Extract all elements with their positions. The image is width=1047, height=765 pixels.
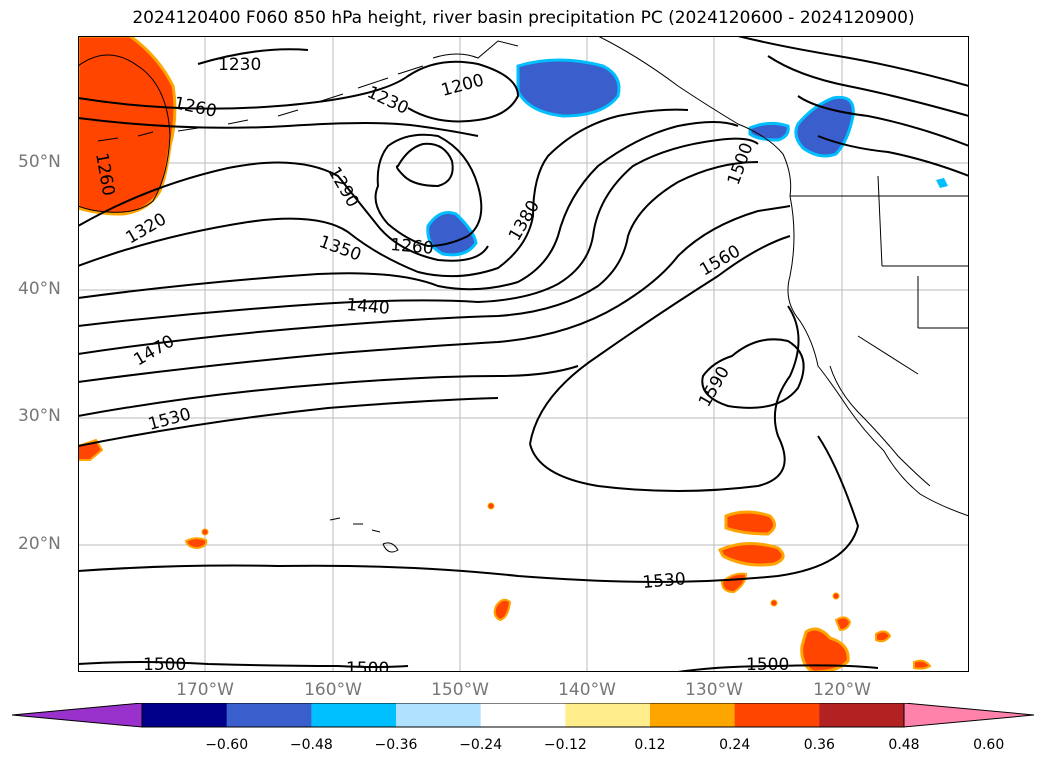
negative-anomaly-bc-1 [748, 121, 790, 142]
coastlines [78, 36, 969, 553]
contour-label: 1230 [364, 82, 412, 118]
positive-anomaly-east-2 [717, 542, 785, 567]
positive-anomaly-east-4 [800, 627, 850, 672]
lat-label: 20°N [18, 534, 61, 554]
colorbar-extension-low [12, 703, 142, 727]
negative-anomaly-bc-2 [794, 95, 855, 158]
map-frame [78, 36, 969, 672]
lon-label: 130°W [685, 680, 743, 700]
map-title: 2024120400 F060 850 hPa height, river ba… [132, 8, 915, 28]
colorbar-segments [12, 703, 1034, 727]
map-panel: 1230 1260 1230 1200 1260 1290 1320 1350 … [78, 36, 969, 672]
colorbar-segment [142, 703, 228, 727]
lon-label: 170°W [176, 680, 234, 700]
colorbar-segment [819, 703, 905, 727]
colorbar-extension-high [904, 703, 1034, 727]
colorbar-tick-label: −0.60 [205, 737, 249, 753]
colorbar-segment [734, 703, 820, 727]
positive-anomaly-east-1 [724, 510, 776, 536]
colorbar-segment [226, 703, 312, 727]
contour-label: 1290 [324, 164, 363, 211]
contour-label: 1380 [505, 197, 544, 244]
colorbar-tick-label: 0.36 [803, 737, 835, 753]
contour-label: 1200 [439, 70, 486, 101]
positive-anomaly-east-7 [913, 659, 932, 670]
positive-anomaly-dot-2 [201, 528, 209, 536]
contour-label: 1590 [695, 363, 734, 410]
negative-anomaly-low [426, 211, 478, 257]
lat-label: 50°N [18, 152, 61, 172]
positive-anomaly-hawaii [184, 537, 208, 550]
lat-label: 30°N [18, 406, 61, 426]
colorbar-segment [480, 703, 566, 727]
positive-anomaly-dot-1 [487, 502, 495, 510]
positive-anomaly-dot-3 [770, 599, 778, 607]
colorbar-tick-label: 0.24 [719, 737, 751, 753]
colorbar-tick-label: −0.48 [289, 737, 333, 753]
lon-label: 150°W [431, 680, 489, 700]
negative-anomaly-bc-3 [936, 178, 948, 188]
contour-label: 1470 [131, 331, 178, 370]
colorbar-segment [311, 703, 397, 727]
colorbar [12, 703, 1035, 728]
height-contours [78, 36, 969, 672]
alaska-coast [432, 36, 792, 197]
siberia-coast [78, 54, 171, 213]
colorbar-tick-label: −0.12 [543, 737, 587, 753]
lon-label: 140°W [558, 680, 616, 700]
positive-anomaly-dot-4 [832, 592, 840, 600]
contour-label: 1260 [172, 93, 218, 122]
contour-label: 1350 [316, 232, 363, 266]
colorbar-tick-label: 0.48 [888, 737, 920, 753]
baja-coast [829, 365, 931, 487]
contour-label: 1500 [746, 655, 789, 672]
colorbar-tick-label: 0.12 [634, 737, 666, 753]
lat-label: 40°N [18, 279, 61, 299]
positive-anomaly-siberia [78, 36, 177, 216]
contour-label: 1500 [143, 655, 186, 672]
north-america-coast [787, 195, 969, 517]
positive-anomaly-south-1 [493, 598, 512, 622]
positive-anomaly-east-5 [834, 616, 852, 632]
state-borders [790, 175, 969, 375]
contour-label: 1230 [218, 55, 261, 75]
lon-label: 120°W [813, 680, 871, 700]
aleutian-chain [97, 65, 424, 142]
positive-anomaly-east-6 [875, 630, 892, 643]
colorbar-tick-label: 0.60 [973, 737, 1005, 753]
contour-label: 1260 [390, 235, 435, 259]
colorbar-segment [396, 703, 482, 727]
colorbar-tick-label: −0.36 [374, 737, 418, 753]
colorbar-tick-label: −0.24 [459, 737, 503, 753]
contour-label: 1440 [346, 295, 391, 319]
colorbar-segment [650, 703, 736, 727]
contour-label: 1530 [642, 569, 687, 593]
positive-anomaly-east-3 [720, 572, 748, 594]
contour-label: 1500 [346, 659, 389, 672]
lon-label: 160°W [304, 680, 362, 700]
negative-anomaly-gulf [516, 58, 621, 118]
contour-label: 1320 [123, 209, 170, 248]
precip-shading [78, 36, 948, 672]
hawaii-islands [329, 517, 399, 553]
colorbar-segment [565, 703, 651, 727]
